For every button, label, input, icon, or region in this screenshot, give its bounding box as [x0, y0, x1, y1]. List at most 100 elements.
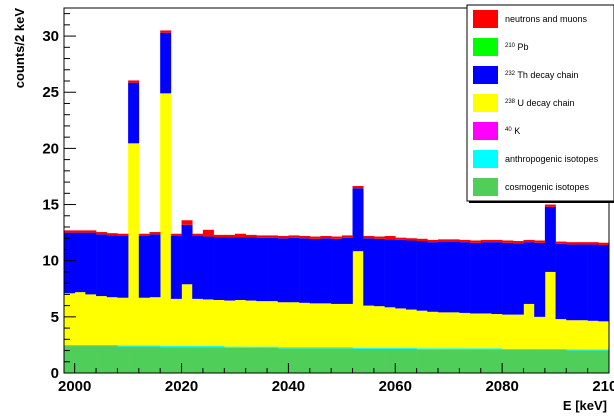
- legend-swatch: [473, 178, 498, 196]
- y-tick-label: 10: [42, 253, 59, 270]
- y-tick-label: 15: [42, 197, 59, 214]
- bar-th232-2008: [117, 235, 129, 298]
- bar-th232-2046: [320, 238, 332, 304]
- bar-th232-2042: [299, 238, 311, 303]
- bar-u238-2046: [320, 303, 332, 348]
- bar-u238-2052: [352, 251, 364, 348]
- legend-label: neutrons and muons: [505, 14, 588, 24]
- bar-anthro-2010: [128, 345, 140, 347]
- bar-neutrons-2088: [544, 204, 556, 207]
- bar-anthro-2026: [213, 346, 225, 348]
- bar-neutrons-2018: [170, 233, 182, 236]
- bar-cosmo-2074: [470, 349, 482, 373]
- bar-th232-2062: [405, 240, 417, 310]
- bar-anthro-2038: [277, 347, 289, 349]
- bar-u238-2032: [245, 300, 257, 347]
- bar-neutrons-2002: [85, 230, 97, 233]
- bar-th232-2014: [149, 234, 161, 298]
- bar-neutrons-2042: [299, 235, 311, 239]
- bar-neutrons-2016: [160, 30, 172, 33]
- bar-cosmo-2052: [352, 348, 364, 373]
- x-tick-label: 2040: [272, 378, 305, 395]
- bar-u238-2092: [566, 320, 578, 350]
- bar-cosmo-2012: [138, 346, 150, 373]
- bar-cosmo-2062: [405, 348, 417, 373]
- bar-cosmo-2066: [427, 349, 439, 373]
- bar-u238-2074: [470, 313, 482, 349]
- bar-anthro-2072: [459, 348, 471, 350]
- bar-anthro-2014: [149, 345, 161, 347]
- bar-th232-2080: [502, 242, 514, 315]
- x-tick-label: 2080: [485, 378, 518, 395]
- bar-th232-2098: [598, 244, 610, 322]
- bar-anthro-2034: [256, 346, 268, 348]
- bar-th232-2038: [277, 238, 289, 303]
- y-axis: 0 5 10 15 20 25 30: [42, 13, 76, 382]
- bar-u238-2086: [534, 316, 546, 349]
- bar-cosmo-2008: [117, 346, 129, 373]
- bar-th232-2074: [470, 242, 482, 314]
- bar-anthro-2028: [224, 346, 236, 348]
- bar-u238-2096: [587, 320, 599, 350]
- bar-u238-2030: [234, 300, 246, 347]
- y-tick-label: 30: [42, 28, 59, 45]
- bar-anthro-2004: [96, 344, 108, 347]
- legend-entry-th232: 232 Th decay chain: [473, 66, 578, 84]
- legend-swatch: [473, 122, 498, 140]
- histogram-bars: [64, 30, 610, 373]
- bar-cosmo-2016: [160, 347, 172, 373]
- bar-anthro-2054: [363, 347, 375, 349]
- bar-th232-2030: [234, 237, 246, 300]
- bar-anthro-2006: [106, 344, 118, 347]
- bar-neutrons-2078: [491, 239, 503, 243]
- bar-th232-2064: [416, 241, 428, 311]
- bar-neutrons-2008: [117, 233, 129, 236]
- bar-th232-2018: [170, 235, 182, 299]
- bar-neutrons-2048: [331, 236, 343, 239]
- bar-neutrons-2052: [352, 186, 364, 189]
- series-th232: [64, 32, 610, 322]
- bar-anthro-2030: [234, 346, 246, 348]
- bar-u238-2088: [544, 271, 556, 349]
- bar-anthro-2094: [576, 349, 588, 351]
- bar-cosmo-2068: [438, 349, 450, 373]
- bar-th232-2056: [373, 238, 385, 307]
- bar-u238-2044: [309, 303, 321, 348]
- bar-cosmo-2058: [384, 348, 396, 373]
- bar-u238-2034: [256, 301, 268, 347]
- legend: neutrons and muons 210 Pb 232 Th decay cha…: [466, 4, 614, 203]
- legend-label: 232 Th decay chain: [505, 70, 578, 80]
- bar-anthro-2090: [555, 348, 567, 350]
- series-neutrons: [64, 30, 610, 245]
- bar-neutrons-2058: [384, 235, 396, 240]
- bar-neutrons-2070: [448, 239, 460, 242]
- bar-cosmo-2090: [555, 349, 567, 373]
- bar-anthro-2062: [405, 347, 417, 349]
- bar-u238-2078: [491, 314, 503, 349]
- bar-th232-2054: [363, 238, 375, 306]
- bar-u238-2082: [512, 314, 524, 349]
- legend-swatch: [473, 10, 498, 28]
- bar-cosmo-2096: [587, 350, 599, 373]
- bar-cosmo-1998: [64, 346, 75, 373]
- bar-neutrons-2050: [341, 235, 353, 238]
- bar-anthro-2092: [566, 349, 578, 351]
- bar-neutrons-2036: [267, 235, 279, 238]
- bar-u238-2090: [555, 319, 567, 349]
- bar-cosmo-2070: [448, 349, 460, 373]
- bar-cosmo-2046: [320, 348, 332, 373]
- bar-th232-2070: [448, 241, 460, 313]
- legend-label-superscript: 238: [505, 99, 516, 105]
- bar-anthro-2078: [491, 348, 503, 350]
- bar-th232-2006: [106, 235, 118, 298]
- bar-neutrons-2096: [587, 242, 599, 245]
- bar-anthro-2040: [288, 347, 300, 349]
- bar-anthro-2066: [427, 348, 439, 350]
- bar-neutrons-2056: [373, 236, 385, 239]
- bar-cosmo-2056: [373, 348, 385, 373]
- bar-u238-2022: [192, 298, 204, 347]
- bar-u238-2064: [416, 310, 428, 349]
- bar-cosmo-2078: [491, 349, 503, 373]
- bar-neutrons-2092: [566, 242, 578, 245]
- bar-u238-2094: [576, 320, 588, 350]
